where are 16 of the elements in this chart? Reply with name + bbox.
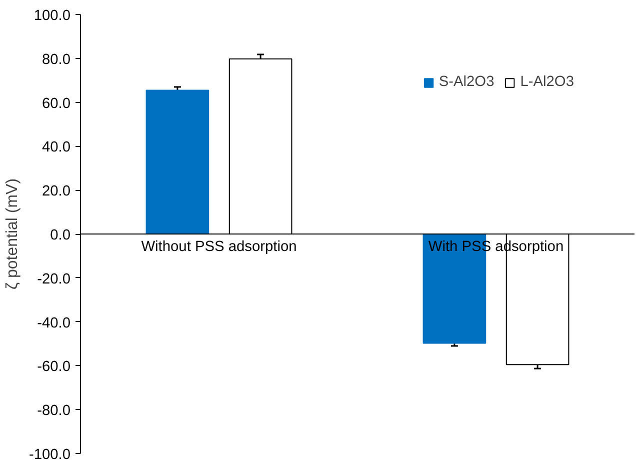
- y-tick-label: 60.0: [42, 96, 71, 112]
- y-tick-label: 40.0: [42, 140, 71, 156]
- x-tick-label: Without PSS adsorption: [141, 239, 297, 255]
- y-tick-label: 100.0: [34, 8, 71, 24]
- y-tick-label: 20.0: [42, 184, 71, 200]
- bar: [146, 90, 210, 234]
- y-tick-label: -60.0: [37, 359, 70, 376]
- y-tick-label: -80.0: [37, 403, 70, 420]
- y-tick-label: 0.0: [50, 228, 70, 244]
- y-tick-label: -100.0: [28, 447, 71, 463]
- y-tick-label: -20.0: [37, 271, 70, 288]
- y-axis-title: ζ potential (mV): [4, 178, 21, 290]
- legend-label: L-Al2O3: [520, 74, 574, 90]
- legend-label: S-Al2O3: [438, 74, 494, 90]
- y-tick-label: -40.0: [37, 315, 70, 332]
- y-tick-label: 80.0: [42, 52, 71, 68]
